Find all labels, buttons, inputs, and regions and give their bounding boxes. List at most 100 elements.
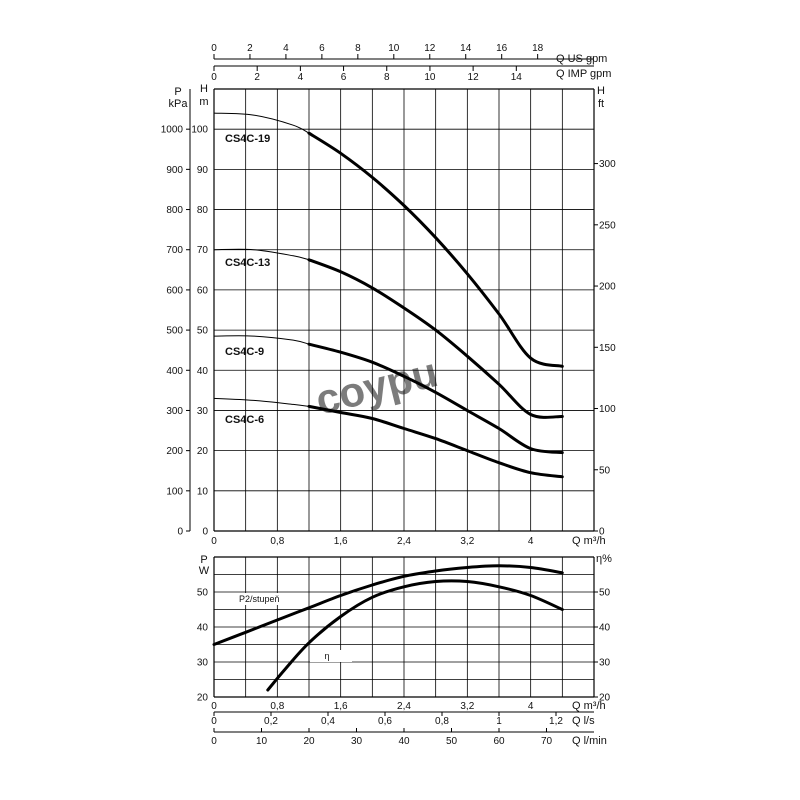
- l-min-tick-label: 0: [211, 736, 217, 747]
- curve-label-cs4c-6: CS4C-6: [225, 414, 264, 426]
- head-m-tick-label: 40: [197, 366, 209, 377]
- l-min-tick-label: 40: [398, 736, 410, 747]
- grid-layer: [186, 54, 598, 733]
- imp-gpm-tick-label: 2: [254, 72, 260, 83]
- us-gpm-tick-label: 8: [355, 43, 361, 54]
- pressure-tick-label: 700: [166, 245, 183, 256]
- l-s-tick-label: 0,6: [378, 716, 392, 727]
- curve-cs4c-13: [307, 258, 564, 419]
- power-series-label: P2/stupeň: [239, 594, 280, 604]
- pressure-tick-label: 200: [166, 446, 183, 457]
- l-s-tick-label: 1,2: [549, 716, 563, 727]
- pressure-tick-label: 300: [166, 406, 183, 417]
- main-x-axis-title: Q m³/h: [572, 535, 606, 547]
- pressure-tick-label: 1000: [161, 125, 184, 136]
- head-m-tick-label: 50: [197, 326, 209, 337]
- us-gpm-tick-label: 16: [496, 43, 508, 54]
- curve-cs4c-6-thin: [213, 397, 310, 407]
- text-layer: 0100200300400500600700800900100001020304…: [161, 43, 616, 747]
- imp-gpm-tick-label: 0: [211, 72, 217, 83]
- l-min-tick-label: 30: [351, 736, 363, 747]
- head-ft-tick-label: 150: [599, 343, 616, 354]
- efficiency-series-label: η: [324, 651, 329, 661]
- us-gpm-tick-label: 18: [532, 43, 544, 54]
- eff-tick-label: 30: [599, 658, 611, 669]
- l-min-tick-label: 70: [541, 736, 553, 747]
- l-min-tick-label: 10: [256, 736, 268, 747]
- power-tick-label: 40: [197, 623, 209, 634]
- efficiency-label-bg: [310, 650, 352, 662]
- curve-label-cs4c-9: CS4C-9: [225, 346, 264, 358]
- imp-gpm-tick-label: 14: [511, 72, 523, 83]
- curve-cs4c-6: [307, 404, 564, 479]
- imp-gpm-tick-label: 4: [298, 72, 304, 83]
- imp-gpm-tick-label: 12: [468, 72, 480, 83]
- curve-label-cs4c-19: CS4C-19: [225, 133, 270, 145]
- head-m-tick-label: 10: [197, 486, 209, 497]
- l-min-tick-label: 20: [303, 736, 315, 747]
- imp-gpm-tick-label: 10: [424, 72, 436, 83]
- curve-label-cs4c-13: CS4C-13: [225, 257, 270, 269]
- eff-tick-label: 20: [599, 693, 611, 704]
- us-gpm-tick-label: 0: [211, 43, 217, 54]
- pressure-tick-label: 800: [166, 205, 183, 216]
- l-s-tick-label: 0,2: [264, 716, 278, 727]
- power-tick-label: 20: [197, 693, 209, 704]
- head-m-tick-label: 100: [191, 125, 208, 136]
- head-m-tick-label: 30: [197, 406, 209, 417]
- main-x-tick-label: 3,2: [460, 536, 474, 547]
- l-s-axis-title: Q l/s: [572, 715, 595, 727]
- eff-tick-label: 50: [599, 588, 611, 599]
- pressure-tick-label: 600: [166, 285, 183, 296]
- lower-x-tick-label: 1,6: [334, 701, 348, 712]
- curve-power: [212, 564, 564, 646]
- lower-x-tick-label: 0,8: [270, 701, 284, 712]
- us-gpm-tick-label: 12: [424, 43, 436, 54]
- eff-axis-title: η%: [596, 553, 612, 565]
- curve-cs4c-9: [307, 342, 564, 455]
- pressure-tick-label: 0: [177, 527, 183, 538]
- eff-tick-label: 40: [599, 623, 611, 634]
- imp-gpm-tick-label: 8: [384, 72, 390, 83]
- head-ft-axis-unit: ft: [598, 98, 604, 110]
- l-min-axis-title: Q l/min: [572, 735, 607, 747]
- power-axis-unit: W: [199, 565, 210, 577]
- pressure-axis-title: P: [174, 86, 181, 98]
- us-gpm-tick-label: 2: [247, 43, 253, 54]
- lower-x-tick-label: 3,2: [460, 701, 474, 712]
- pressure-axis-unit: kPa: [169, 98, 189, 110]
- head-m-tick-label: 60: [197, 285, 209, 296]
- us-gpm-tick-label: 10: [388, 43, 400, 54]
- head-ft-tick-label: 250: [599, 220, 616, 231]
- us-gpm-axis-title: Q US gpm: [556, 53, 607, 65]
- imp-gpm-axis-title: Q IMP gpm: [556, 68, 611, 80]
- head-ft-tick-label: 300: [599, 159, 616, 170]
- pressure-tick-label: 900: [166, 165, 183, 176]
- curve-cs4c-19: [307, 131, 564, 368]
- lower-x-tick-label: 2,4: [397, 701, 411, 712]
- curve-cs4c-9-thin: [213, 335, 310, 345]
- power-label-bg: [237, 593, 285, 605]
- lower-x-tick-label: 0: [211, 701, 217, 712]
- power-axis-title: P: [200, 554, 207, 566]
- head-m-tick-label: 20: [197, 446, 209, 457]
- head-m-axis-unit: m: [199, 96, 208, 108]
- head-ft-tick-label: 50: [599, 465, 611, 476]
- head-ft-axis-title: H: [597, 85, 605, 97]
- pressure-tick-label: 100: [166, 486, 183, 497]
- main-x-tick-label: 4: [528, 536, 534, 547]
- pressure-tick-label: 500: [166, 326, 183, 337]
- power-tick-label: 50: [197, 588, 209, 599]
- main-x-tick-label: 2,4: [397, 536, 411, 547]
- curve-cs4c-19-thin: [213, 112, 310, 134]
- imp-gpm-tick-label: 6: [341, 72, 347, 83]
- head-ft-tick-label: 100: [599, 404, 616, 415]
- l-min-tick-label: 50: [446, 736, 458, 747]
- head-m-tick-label: 80: [197, 205, 209, 216]
- lower-x-axis-title: Q m³/h: [572, 700, 606, 712]
- main-x-tick-label: 0,8: [270, 536, 284, 547]
- l-s-tick-label: 0,8: [435, 716, 449, 727]
- l-s-tick-label: 1: [496, 716, 502, 727]
- curve-efficiency: [266, 579, 564, 692]
